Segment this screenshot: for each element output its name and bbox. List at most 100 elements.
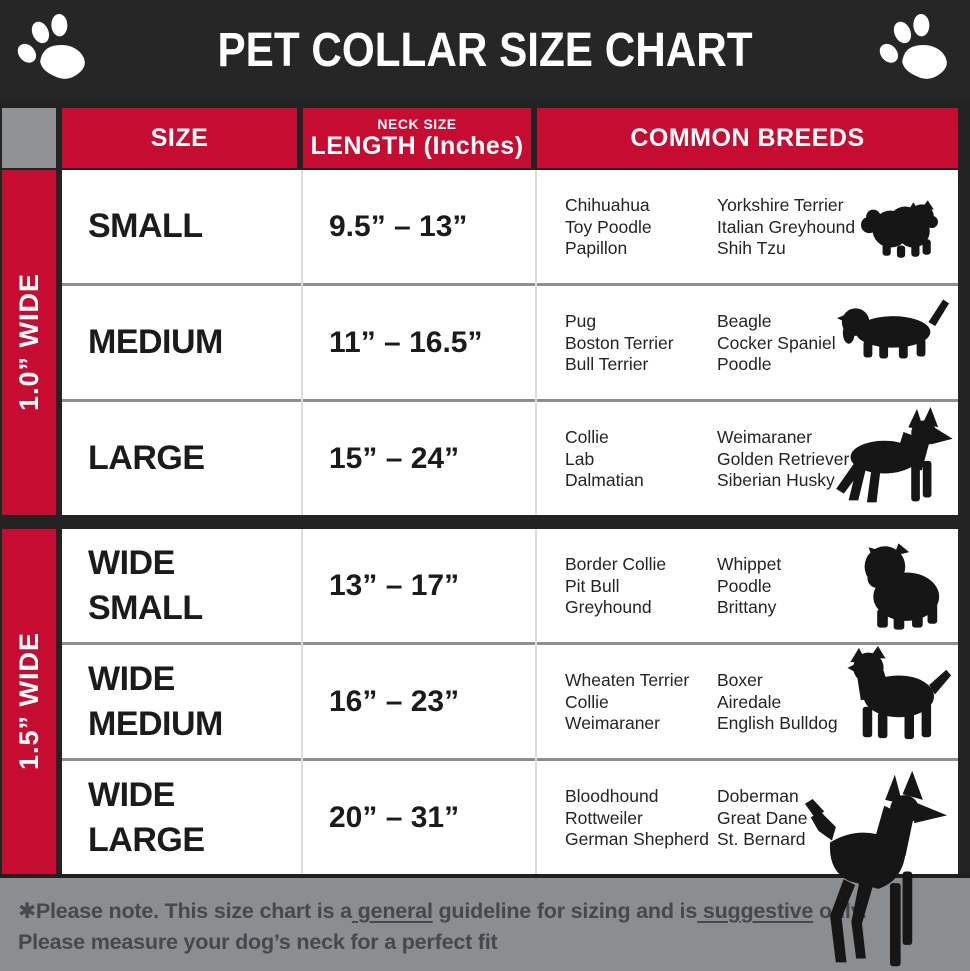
breed-name: Italian Greyhound [717, 216, 856, 237]
breed-name: German Shepherd [565, 829, 709, 849]
breed-name: Lab [565, 448, 595, 469]
breed-name: Poodle [717, 354, 772, 374]
side-label-text: 1.5” WIDE [13, 632, 44, 771]
breeds-column-2: Yorkshire Terrier Italian Greyhound Shih… [717, 195, 855, 283]
table-row-wide-small: WIDE SMALL 13” – 17” Border Collie Pit B… [62, 529, 958, 642]
size-cell: WIDE LARGE [88, 776, 205, 859]
breed-name: Papillon [565, 238, 628, 258]
breeds-cell: Border Collie Pit Bull Greyhound Whippet… [537, 529, 958, 642]
size-cell: WIDE SMALL [88, 544, 203, 627]
section-divider [0, 515, 970, 527]
breed-name: Collie [565, 691, 609, 712]
breeds-cell: Wheaten Terrier Collie Weimaraner Boxer … [537, 645, 958, 758]
length-cell: 20” – 31” [329, 800, 460, 834]
breed-name: Shih Tzu [717, 238, 786, 258]
section-1-inch-wide: 1.0” WIDE SMALL 9.5” – 13” Chihuahua Toy… [0, 170, 970, 515]
section-rows: WIDE SMALL 13” – 17” Border Collie Pit B… [62, 529, 958, 967]
footnote-text: ✱Please note. This size chart is a [18, 899, 352, 923]
breed-name: St. Bernard [717, 829, 806, 849]
breed-name: Bull Terrier [565, 354, 649, 374]
page-title: PET COLLAR SIZE CHART [217, 23, 753, 77]
breed-name: Boxer [717, 670, 763, 690]
breeds-column-1: Chihuahua Toy Poodle Papillon [565, 195, 717, 283]
doberman-icon [803, 769, 948, 971]
breed-name: Whippet [717, 554, 782, 574]
length-cell: 16” – 23” [329, 684, 460, 718]
column-divider [535, 529, 537, 874]
breed-name: Golden Retriever [717, 448, 850, 469]
pomeranian-icon [860, 194, 940, 260]
breed-name: Wheaten Terrier [565, 670, 690, 690]
breeds-column-2: Beagle Cocker Spaniel Poodle [717, 311, 836, 399]
side-label-1.5-wide: 1.5” WIDE [2, 529, 56, 874]
title-bar: PET COLLAR SIZE CHART [0, 0, 970, 100]
breed-name: Pug [565, 311, 597, 331]
header-corner-block [2, 108, 56, 168]
size-cell: WIDE MEDIUM [88, 660, 223, 743]
pitbull-icon [838, 643, 952, 763]
table-row-large: LARGE 15” – 24” Collie Lab Dalmatian Wei… [62, 399, 958, 515]
section-rows: SMALL 9.5” – 13” Chihuahua Toy Poodle Pa… [62, 170, 958, 515]
breed-name: Toy Poodle [565, 216, 652, 237]
breed-name: Brittany [717, 597, 777, 617]
breeds-column-2: Boxer Airedale English Bulldog [717, 670, 838, 758]
size-cell: MEDIUM [88, 323, 223, 362]
breed-name: Great Dane [717, 807, 808, 828]
breed-name: Yorkshire Terrier [717, 195, 844, 215]
breed-name: Cocker Spaniel [717, 332, 836, 353]
breeds-column-1: Pug Boston Terrier Bull Terrier [565, 311, 717, 399]
header-neck-size-label: NECK SIZE [377, 116, 457, 132]
breed-name: Siberian Husky [717, 470, 835, 490]
breed-name: Rottweiler [565, 807, 643, 828]
breed-name: Poodle [717, 575, 772, 596]
column-divider [535, 170, 537, 515]
paw-icon [879, 13, 947, 79]
footnote-line-2: Please measure your dog’s neck for a per… [18, 930, 498, 954]
breeds-column-1: Bloodhound Rottweiler German Shepherd [565, 786, 717, 874]
breeds-cell: Chihuahua Toy Poodle Papillon Yorkshire … [537, 170, 958, 283]
bulldog-icon [852, 538, 944, 635]
table-row-medium: MEDIUM 11” – 16.5” Pug Boston Terrier Bu… [62, 283, 958, 399]
header-neck-length: NECK SIZE LENGTH (Inches) [303, 108, 531, 168]
paw-icon [17, 13, 85, 79]
breeds-cell: Bloodhound Rottweiler German Shepherd Do… [537, 761, 958, 967]
footnote-line-1: ✱Please note. This size chart is a gener… [18, 896, 970, 927]
breed-name: Collie [565, 427, 609, 447]
column-divider [301, 170, 303, 515]
length-cell: 9.5” – 13” [329, 209, 468, 243]
breed-name: English Bulldog [717, 713, 838, 733]
length-cell: 13” – 17” [329, 568, 460, 602]
table-header-row: SIZE NECK SIZE LENGTH (Inches) COMMON BR… [0, 108, 970, 168]
breed-name: Bloodhound [565, 786, 659, 806]
header-length-label: LENGTH (Inches) [310, 132, 524, 160]
breeds-column-2: Whippet Poodle Brittany [717, 554, 781, 642]
column-divider [301, 529, 303, 874]
table-row-wide-medium: WIDE MEDIUM 16” – 23” Wheaten Terrier Co… [62, 642, 958, 758]
beagle-icon [834, 291, 952, 363]
breeds-column-2: Weimaraner Golden Retriever Siberian Hus… [717, 427, 849, 515]
breed-name: Doberman [717, 786, 799, 806]
footnote-underlined-word: general [351, 899, 433, 923]
breeds-column-1: Wheaten Terrier Collie Weimaraner [565, 670, 717, 758]
table-row-small: SMALL 9.5” – 13” Chihuahua Toy Poodle Pa… [62, 170, 958, 283]
breed-name: Greyhound [565, 597, 652, 617]
breed-name: Boston Terrier [565, 332, 674, 353]
breeds-column-1: Collie Lab Dalmatian [565, 427, 717, 515]
breed-name: Chihuahua [565, 195, 650, 215]
table-row-wide-large: WIDE LARGE 20” – 31” Bloodhound Rottweil… [62, 758, 958, 967]
size-cell: LARGE [88, 439, 205, 478]
header-size: SIZE [62, 108, 297, 168]
breeds-cell: Collie Lab Dalmatian Weimaraner Golden R… [537, 402, 958, 515]
footnote: ✱Please note. This size chart is a gener… [0, 874, 970, 971]
breed-name: Border Collie [565, 554, 667, 574]
side-label-1.0-wide: 1.0” WIDE [2, 170, 56, 515]
header-common-breeds: COMMON BREEDS [537, 108, 958, 168]
length-cell: 15” – 24” [329, 441, 460, 475]
size-cell: SMALL [88, 207, 203, 246]
breed-name: Beagle [717, 311, 772, 331]
footnote-underlined-word: suggestive [697, 899, 814, 923]
breeds-cell: Pug Boston Terrier Bull Terrier Beagle C… [537, 286, 958, 399]
footnote-text: guideline for sizing and is [432, 899, 698, 923]
side-label-text: 1.0” WIDE [13, 273, 44, 412]
